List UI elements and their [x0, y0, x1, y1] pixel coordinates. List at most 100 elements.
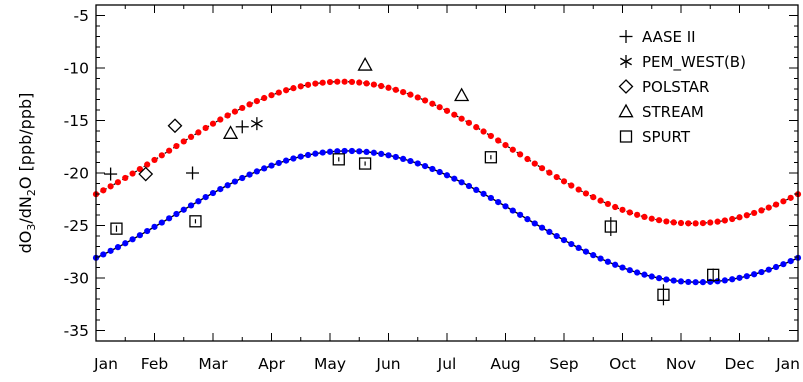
square-icon: [619, 130, 633, 143]
curve-dot: [400, 88, 407, 96]
curve-dot: [626, 209, 633, 216]
legend-label: AASE II: [642, 28, 696, 46]
curve-dot: [356, 148, 363, 155]
curve-dot: [443, 107, 451, 114]
curve-dot: [166, 215, 173, 222]
curve-dot: [363, 148, 370, 155]
data-point: [167, 118, 183, 134]
curve-dot: [634, 211, 641, 218]
curve-dot: [465, 182, 473, 190]
y-axis-label-part: 2: [25, 189, 38, 196]
curve-dot: [421, 163, 429, 170]
curve-dot: [517, 211, 524, 218]
asterisk-icon: [250, 117, 263, 131]
curve-dot: [546, 228, 553, 235]
data-point: [104, 167, 118, 181]
y-axis-label: dO3/dN2O [ppb/ppb]: [16, 93, 38, 254]
curve-dot: [129, 236, 136, 243]
curve-dot: [729, 276, 736, 283]
curve-dot: [341, 78, 348, 85]
diamond-icon: [138, 166, 154, 182]
y-tick-label: -30: [64, 270, 89, 288]
curve-dot: [334, 78, 341, 85]
curve-dot: [158, 219, 165, 226]
curve-dot: [217, 186, 224, 193]
diamond-icon: [618, 79, 634, 94]
curve-dot: [473, 186, 480, 193]
curve-dot: [604, 258, 611, 265]
curve-dot: [670, 219, 677, 226]
curve-dot: [195, 129, 202, 136]
curve-dot: [495, 198, 502, 206]
curve-dot: [509, 207, 516, 214]
plus-icon: [619, 30, 633, 43]
curve-dot: [714, 278, 721, 285]
triangle-icon: [454, 87, 470, 102]
x-tick-label: Jun: [375, 355, 400, 373]
curve-dot: [400, 155, 407, 162]
plus-icon: [235, 120, 249, 134]
curve-dot: [780, 198, 787, 205]
curve-dot: [100, 187, 107, 194]
curve-dot: [648, 273, 655, 280]
curve-dot: [436, 168, 443, 176]
curve-dot: [758, 207, 765, 214]
curve-dot: [297, 83, 304, 90]
curve-dot: [122, 174, 129, 182]
legend: AASE II PEM_WEST(B) POLSTAR STREAM SPURT: [618, 28, 746, 146]
series-pem-west-b-: [250, 117, 263, 131]
y-tick-label: -25: [64, 217, 89, 235]
curve-dot: [253, 168, 260, 175]
curve-dot: [553, 232, 560, 240]
legend-label: PEM_WEST(B): [642, 53, 746, 72]
curve-dot: [290, 155, 297, 162]
curve-dot: [590, 252, 597, 259]
x-tick-label: Nov: [666, 355, 696, 373]
curve-dot: [348, 147, 356, 155]
curve-dot: [787, 258, 794, 265]
curve-dot: [392, 86, 399, 93]
data-point: [189, 215, 202, 228]
curve-dot: [458, 179, 465, 186]
curve-dot: [641, 271, 648, 278]
curve-dot: [524, 216, 531, 223]
curve-dot: [495, 137, 502, 144]
curve-dot: [736, 214, 743, 221]
data-point: [657, 284, 670, 306]
curve-dot: [538, 224, 546, 231]
curve-dot: [692, 220, 699, 227]
legend-entry: AASE II: [619, 28, 696, 46]
curve-dot: [224, 182, 231, 189]
curve-dot: [392, 153, 399, 161]
curve-dot: [209, 189, 217, 197]
curve-dot: [231, 178, 239, 185]
y-axis-label-part: dO: [16, 231, 35, 254]
curve-dot: [239, 104, 246, 112]
curve-dot: [231, 108, 239, 115]
square-icon: [110, 222, 123, 235]
data-point: [358, 157, 372, 170]
observations: [104, 57, 720, 306]
legend-entry: STREAM: [618, 103, 704, 121]
curve-dot: [312, 150, 319, 157]
curve-dot: [487, 132, 494, 140]
x-tick-label: Feb: [141, 355, 168, 373]
data-point: [707, 268, 720, 282]
curve-dot: [246, 101, 253, 108]
curve-dot: [304, 81, 312, 88]
curve-dot: [663, 276, 670, 283]
curve-dot: [209, 120, 217, 127]
curve-dot: [202, 194, 209, 201]
curve-dot: [582, 248, 590, 255]
curve-dot: [144, 227, 151, 235]
curve-dot: [714, 218, 721, 225]
curve-dot: [385, 84, 392, 91]
diamond-icon: [167, 118, 183, 134]
square-icon: [189, 215, 202, 228]
curve-dot: [538, 165, 546, 172]
y-tick-label: -15: [64, 112, 89, 130]
curve-dot: [129, 170, 136, 177]
curve-dot: [612, 261, 619, 268]
curve-dot: [736, 274, 743, 281]
curve-dot: [502, 203, 509, 210]
